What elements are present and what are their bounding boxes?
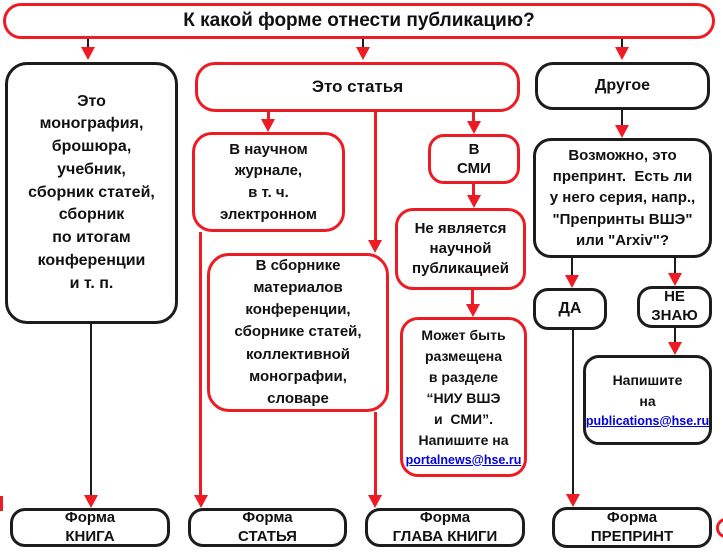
arrowhead-mozhet [466,304,480,317]
arrowhead-statya-sbornik [368,240,382,253]
node-mozhet: Может быть размещена в разделе “НИУ ВШЭ … [400,317,527,477]
title-node: К какой форме отнести публикацию? [3,3,715,39]
connector-statya-sbornik [374,112,377,242]
arrowhead-kniga [84,495,98,508]
node-drugoe: Другое [535,62,710,110]
node-smi: В СМИ [428,134,520,184]
arrowhead-forma-statya [194,495,208,508]
zhurnal-label: В научном журнале, в т. ч. электронном [220,140,317,223]
arrowhead-statya-zhurnal [261,119,275,132]
forma-preprint-label: Форма ПРЕПРИНТ [590,508,674,545]
portalnews-email-link[interactable]: portalnews@hse.ru [405,452,522,467]
node-ne-znayu: НЕ ЗНАЮ [637,286,712,328]
arrowhead-napishite [668,342,682,355]
forma-kniga-label: Форма КНИГА [64,508,116,545]
statya-label: Это статья [311,77,404,96]
node-da: ДА [533,288,607,330]
node-forma-kniga: Форма КНИГА [10,508,170,547]
connector-vozmozhno-neznayu [674,258,676,274]
node-forma-glava: Форма ГЛАВА КНИГИ [365,508,525,547]
arrowhead-statya-smi [467,121,481,134]
forma-statya-label: Форма СТАТЬЯ [238,508,297,545]
connector-neznayu-napishite [674,328,676,344]
arrowhead-neyavl [467,195,481,208]
node-ne-yavlyaetsya: Не является научной публикацией [395,208,526,290]
connector-drugoe-vozmozhno [621,110,623,126]
node-napishite: Напишите на publications@hse.ru [583,355,712,445]
connector-vozmozhno-da [571,258,573,276]
ne-yavlyaetsya-label: Не является научной публикацией [412,219,509,278]
arrowhead-title-drugoe [615,47,629,60]
connector-title-kniga [87,39,89,48]
arrowhead-da [565,275,579,288]
connector-da-forma-preprint [572,330,574,494]
napishite-label: Напишите на [612,371,683,409]
node-statya: Это статья [195,62,520,112]
crop-artifact-right [716,518,723,538]
connector-statya-zhurnal [267,112,270,121]
drugoe-label: Другое [595,77,650,94]
node-vozmozhno: Возможно, это препринт. Есть ли у него с… [533,138,712,258]
connector-title-drugoe [621,39,623,48]
connector-sbornik-forma-glava [374,412,377,496]
arrowhead-title-kniga [81,47,95,60]
publications-email-link[interactable]: publications@hse.ru [585,413,710,428]
connector-zhurnal-forma-statya [199,232,202,496]
arrowhead-forma-glava [368,495,382,508]
kniga-branch-label: Это монография, брошюра, учебник, сборни… [28,92,155,292]
smi-label: В СМИ [457,140,491,178]
forma-glava-label: Форма ГЛАВА КНИГИ [392,508,498,545]
node-zhurnal: В научном журнале, в т. ч. электронном [192,132,345,232]
connector-smi-neyavl [472,184,475,197]
connector-title-statya [362,39,364,48]
page-title: К какой форме отнести публикацию? [183,10,535,31]
connector-neyavl-mozhet [471,290,474,306]
node-sbornik: В сборнике материалов конференции, сборн… [207,253,389,412]
ne-znayu-label: НЕ ЗНАЮ [651,288,698,324]
connector-statya-smi [472,112,475,123]
connector-kniga [90,324,92,495]
da-label: ДА [558,300,582,317]
node-kniga-branch: Это монография, брошюра, учебник, сборни… [5,62,178,324]
arrowhead-vozmozhno [615,125,629,138]
node-forma-statya: Форма СТАТЬЯ [188,508,347,547]
arrowhead-forma-preprint [566,494,580,507]
node-forma-preprint: Форма ПРЕПРИНТ [552,507,712,548]
vozmozhno-label: Возможно, это препринт. Есть ли у него с… [549,146,696,249]
arrowhead-neznayu [668,273,682,286]
arrowhead-title-statya [356,47,370,60]
mozhet-label: Может быть размещена в разделе “НИУ ВШЭ … [418,326,509,448]
crop-artifact-left [0,496,3,511]
sbornik-label: В сборнике материалов конференции, сборн… [234,256,362,407]
